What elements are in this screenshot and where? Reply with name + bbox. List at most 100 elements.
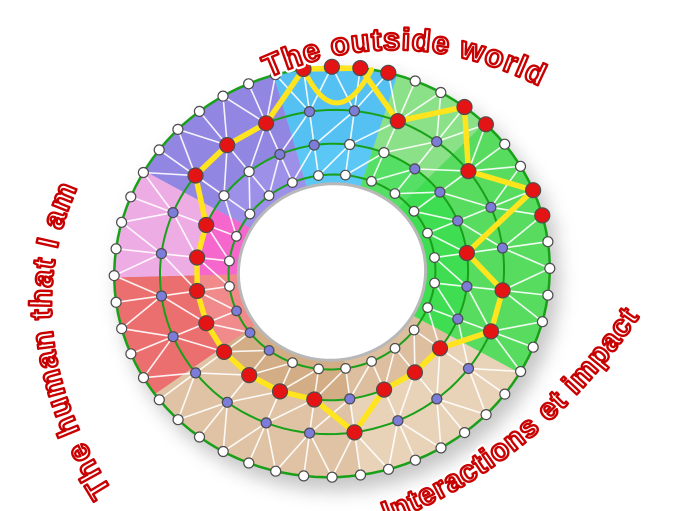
mesh-line [247, 422, 268, 464]
mesh-line [490, 330, 522, 373]
mesh-line [222, 401, 229, 453]
mesh-line [387, 419, 399, 471]
inner-ring-dot [223, 255, 235, 267]
inner-ring-dot [287, 177, 298, 189]
mesh-line [433, 256, 468, 288]
mesh-line [222, 422, 268, 453]
outer-ring-dot [153, 144, 165, 156]
mesh-line [130, 335, 174, 355]
mesh-line [308, 65, 333, 113]
mesh-line [490, 165, 522, 209]
score-dot [389, 112, 406, 130]
mesh-line [115, 295, 163, 304]
sector-tan-light-outer [349, 335, 520, 475]
mesh-line [172, 211, 198, 259]
inner-ring-dot [263, 345, 275, 356]
outer-ring-dot [514, 365, 527, 378]
outer-ring-dot [137, 166, 149, 179]
mesh-line [435, 398, 442, 449]
mesh-line [313, 110, 356, 146]
mesh-line [456, 318, 470, 370]
mesh-line [142, 171, 174, 214]
sector-red-outer [114, 275, 222, 395]
mesh-line [274, 432, 311, 472]
mesh-line [302, 432, 311, 477]
outer-ring-dot [110, 243, 122, 255]
ring2-dot [431, 136, 443, 148]
score-dot [458, 244, 475, 262]
inner-ring-dot [313, 363, 325, 375]
mesh-line [490, 320, 544, 333]
score-dot [271, 383, 289, 400]
inner-ring-dot [230, 230, 242, 242]
mesh-line [394, 191, 441, 195]
mesh-line [274, 73, 311, 113]
inner-ring-dot [244, 327, 256, 339]
score-dot-outer [295, 60, 312, 78]
mesh-line [177, 372, 197, 421]
mesh-line [467, 165, 522, 172]
score-dot [241, 367, 258, 384]
ring2-dot [392, 415, 404, 427]
outer-ring-dot [544, 262, 556, 274]
outer-ring-dot [435, 442, 447, 454]
mesh-line [456, 220, 504, 249]
ring3-dot [452, 313, 464, 325]
outer-ring-dot [217, 445, 229, 458]
ring3-dot [308, 139, 320, 151]
sector-tan-inner [221, 324, 350, 401]
score-dot [494, 282, 511, 299]
mesh-line [349, 360, 373, 400]
outer-ring-dot [137, 372, 150, 384]
outer-ring-dot [153, 394, 165, 406]
mesh-line [113, 252, 163, 277]
score-dot [198, 216, 215, 234]
mesh-line [397, 419, 442, 449]
mesh-line [265, 398, 316, 424]
mesh-line [370, 168, 416, 183]
outer-ring-dot [269, 69, 282, 81]
sector-green-light-outer [372, 75, 485, 179]
mesh-line [223, 144, 229, 197]
outer-ring-dot [243, 78, 255, 90]
mesh-line [501, 267, 551, 292]
mesh-line [467, 367, 487, 416]
ring3-dot [461, 280, 473, 293]
score-dot-outer [477, 116, 494, 133]
mesh-line [142, 171, 197, 177]
outer-ring-dot [480, 409, 492, 421]
outer-ring-dot [243, 457, 255, 469]
mesh-line [172, 335, 225, 353]
inner-ring-dot [389, 342, 401, 354]
ring2-dot [221, 396, 233, 408]
inner-ring-dot [422, 227, 433, 239]
mesh-line [268, 153, 281, 197]
outer-ring-dot [499, 138, 511, 150]
mesh-line [265, 73, 277, 125]
score-dot [460, 163, 477, 180]
mesh-line [248, 122, 267, 173]
mesh-line [223, 194, 238, 238]
mesh-line [413, 210, 459, 222]
mesh-line [387, 72, 399, 122]
ring3-dot [344, 138, 356, 151]
ring2-dot [462, 362, 475, 375]
outer-ring-dot [459, 427, 471, 439]
mesh-line [308, 398, 351, 434]
outer-ring-dot [298, 470, 310, 482]
score-dot-outer [534, 207, 551, 224]
outer-ring-dot [542, 289, 554, 301]
score-dot [346, 424, 363, 441]
mesh-line [348, 110, 356, 146]
inner-ring-dot [429, 277, 441, 289]
ring3-dot [452, 215, 464, 227]
ring2-dot [304, 427, 316, 439]
sector-tan-outer [154, 348, 361, 478]
mesh-line [129, 195, 174, 214]
mesh-line [397, 419, 417, 462]
ring2-dot [485, 201, 497, 213]
outer-ring-dot [382, 463, 395, 475]
label-left-text: The human that I am [22, 175, 118, 507]
mesh-line [467, 123, 487, 172]
mesh-line [433, 282, 459, 320]
